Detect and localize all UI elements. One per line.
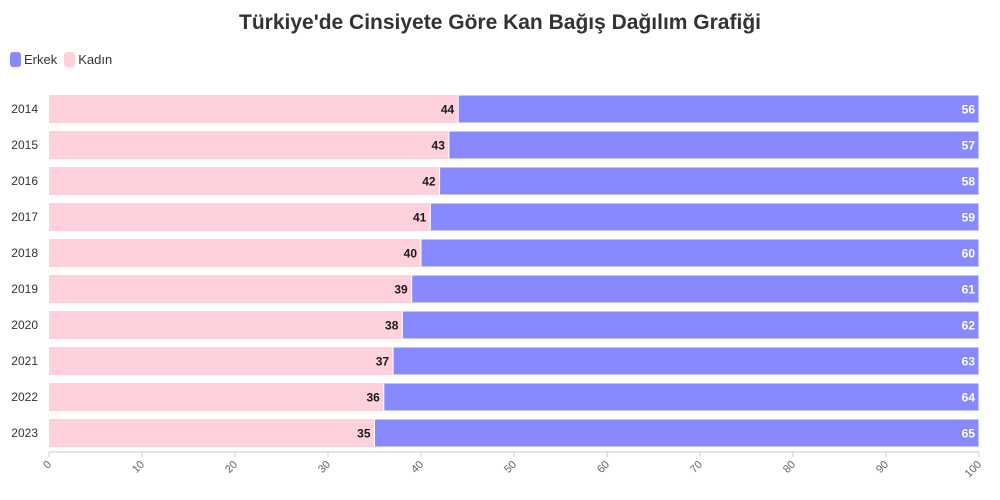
data-label-kadn-2019: 39 — [394, 283, 408, 297]
legend-swatch-erkek — [10, 52, 21, 67]
bar-kadn-2022[interactable] — [49, 383, 384, 411]
bar-erkek-2018[interactable] — [420, 238, 980, 268]
data-label-erkek-2022: 64 — [962, 391, 976, 405]
y-tick-label-2020: 2020 — [11, 318, 38, 332]
bar-erkek-2019[interactable] — [411, 274, 980, 304]
bar-kadn-2017[interactable] — [49, 203, 431, 231]
data-label-erkek-2018: 60 — [962, 247, 976, 261]
x-tick-label-30: 30 — [316, 459, 333, 476]
bar-erkek-2017[interactable] — [429, 202, 980, 232]
y-tick-label-2023: 2023 — [11, 426, 38, 440]
bar-kadn-2016[interactable] — [49, 167, 440, 195]
x-tick-label-70: 70 — [688, 459, 705, 476]
legend-item-erkek[interactable]: Erkek — [10, 52, 57, 67]
data-label-erkek-2017: 59 — [962, 211, 976, 225]
y-axis-labels: 2014 2015 2016 2017 2018 2019 2020 2021 2022 2023 — [11, 102, 38, 440]
bar-erkek-2016[interactable] — [439, 166, 980, 196]
x-axis: 0 10 20 30 40 50 60 70 80 90 100 — [41, 451, 984, 480]
legend: Erkek Kadın — [10, 52, 119, 67]
data-label-erkek-2016: 58 — [962, 175, 976, 189]
data-label-kadn-2020: 38 — [385, 319, 399, 333]
chart-title: Türkiye'de Cinsiyete Göre Kan Bağış Dağı… — [239, 11, 761, 34]
y-tick-label-2019: 2019 — [11, 282, 38, 296]
bar-kadn-2020[interactable] — [49, 311, 403, 339]
bar-erkek-2023[interactable] — [374, 418, 980, 448]
data-label-kadn-2017: 41 — [413, 211, 427, 225]
data-label-kadn-2015: 43 — [432, 139, 446, 153]
bar-kadn-2015[interactable] — [49, 131, 449, 159]
y-tick-label-2017: 2017 — [11, 210, 38, 224]
x-tick-label-50: 50 — [502, 459, 519, 476]
bar-erkek-2021[interactable] — [392, 346, 980, 376]
data-label-kadn-2022: 36 — [366, 391, 380, 405]
x-tick-label-90: 90 — [874, 459, 891, 476]
data-label-erkek-2023: 65 — [962, 427, 976, 441]
data-label-erkek-2021: 63 — [962, 355, 976, 369]
data-label-erkek-2014: 56 — [962, 103, 976, 117]
bars-group: 44 56 43 57 42 58 41 59 40 60 39 61 38 62 37 63 36 64 35 65 — [49, 94, 980, 448]
data-label-kadn-2016: 42 — [422, 175, 436, 189]
y-tick-label-2014: 2014 — [11, 102, 38, 116]
bar-erkek-2015[interactable] — [448, 130, 980, 160]
data-label-kadn-2023: 35 — [357, 427, 371, 441]
bar-kadn-2019[interactable] — [49, 275, 412, 303]
data-label-erkek-2019: 61 — [962, 283, 976, 297]
bar-erkek-2022[interactable] — [383, 382, 980, 412]
bar-erkek-2020[interactable] — [401, 310, 980, 340]
x-tick-label-40: 40 — [409, 459, 426, 476]
legend-item-kadin[interactable]: Kadın — [64, 52, 112, 67]
data-label-erkek-2015: 57 — [962, 139, 976, 153]
y-tick-label-2021: 2021 — [11, 354, 38, 368]
bar-kadn-2018[interactable] — [49, 239, 421, 267]
data-label-kadn-2018: 40 — [404, 247, 418, 261]
x-tick-label-80: 80 — [781, 459, 798, 476]
data-label-kadn-2014: 44 — [441, 103, 455, 117]
y-tick-label-2015: 2015 — [11, 138, 38, 152]
y-tick-label-2022: 2022 — [11, 390, 38, 404]
x-tick-label-10: 10 — [130, 459, 147, 476]
x-tick-label-0: 0 — [41, 459, 54, 472]
bar-erkek-2014[interactable] — [457, 94, 980, 124]
y-tick-label-2016: 2016 — [11, 174, 38, 188]
legend-label-kadin: Kadın — [78, 52, 113, 67]
bar-kadn-2014[interactable] — [49, 95, 459, 123]
bar-kadn-2023[interactable] — [49, 419, 375, 447]
legend-swatch-kadin — [64, 52, 76, 67]
legend-label-erkek: Erkek — [24, 52, 58, 67]
x-tick-label-100: 100 — [963, 459, 984, 480]
y-tick-label-2018: 2018 — [11, 246, 38, 260]
x-tick-label-20: 20 — [223, 459, 240, 476]
data-label-kadn-2021: 37 — [376, 355, 390, 369]
data-label-erkek-2020: 62 — [962, 319, 976, 333]
bar-kadn-2021[interactable] — [49, 347, 394, 375]
x-tick-label-60: 60 — [595, 459, 612, 476]
